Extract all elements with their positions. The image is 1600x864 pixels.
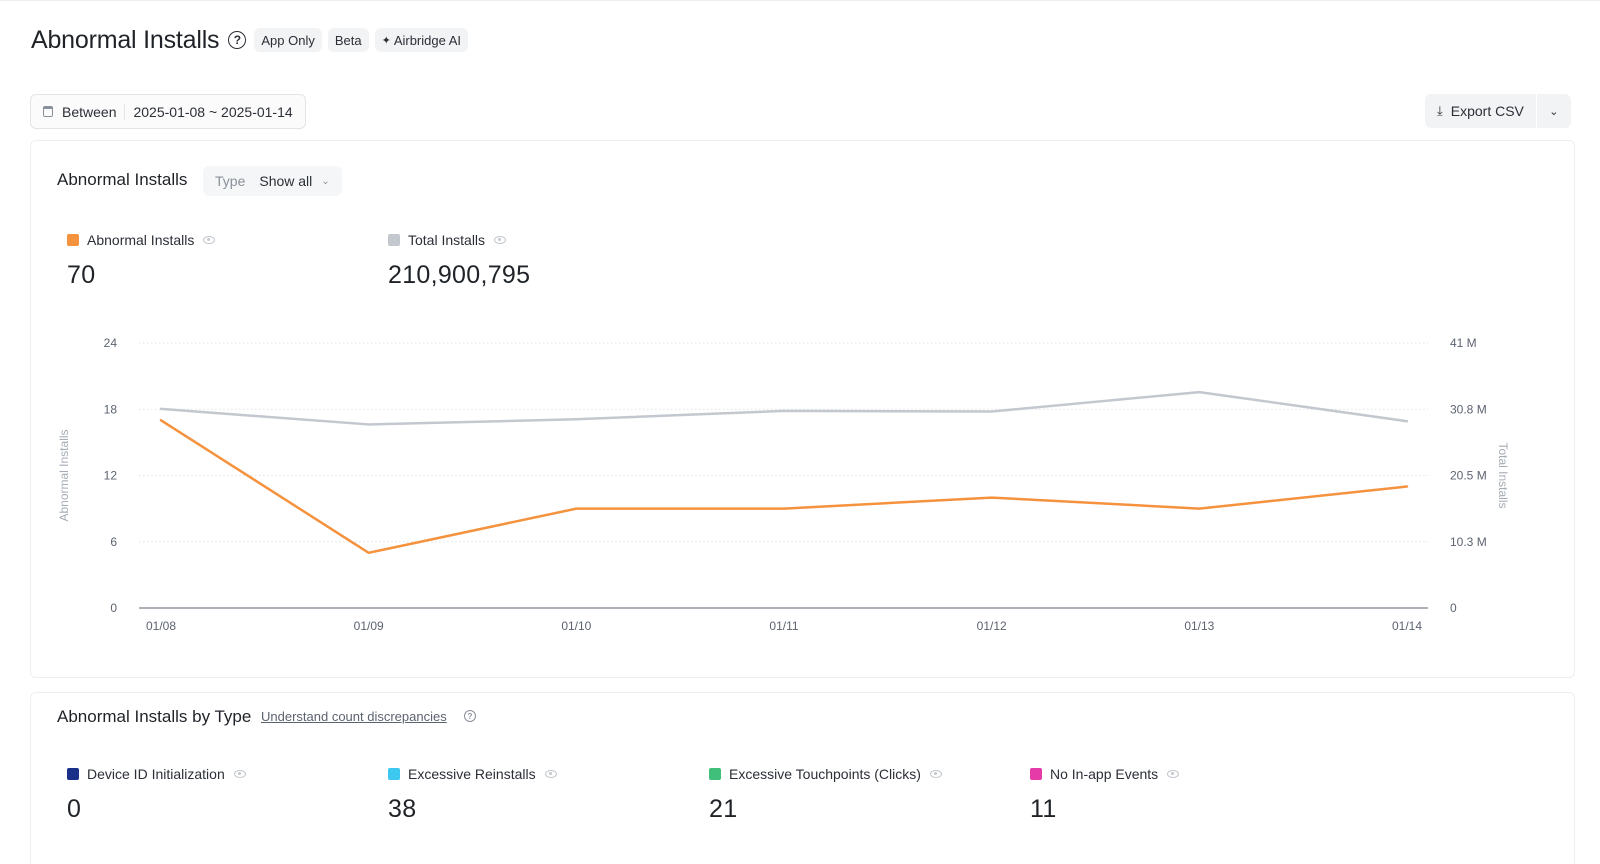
metric-value: 0 bbox=[67, 795, 82, 823]
abnormal-installs-by-type-card: Abnormal Installs by Type Understand cou… bbox=[30, 692, 1575, 864]
metric-label: No In-app Events bbox=[1050, 766, 1159, 782]
y-right-tick-label: 10.3 M bbox=[1450, 535, 1487, 549]
eye-icon[interactable] bbox=[544, 770, 557, 778]
export-options-dropdown[interactable]: ⌄ bbox=[1536, 94, 1571, 128]
page-header: Abnormal Installs ? App Only Beta ✦ Airb… bbox=[31, 24, 469, 56]
metric-excessive-reinstalls: Excessive Reinstalls 38 bbox=[388, 765, 557, 824]
metric-value: 11 bbox=[1030, 795, 1057, 823]
chevron-down-icon: ⌄ bbox=[321, 175, 330, 187]
x-tick-label: 01/13 bbox=[1184, 619, 1214, 633]
type-filter-label: Type bbox=[215, 173, 246, 189]
export-divider bbox=[1535, 94, 1537, 128]
help-icon[interactable]: ? bbox=[228, 31, 247, 49]
date-range-label: Between bbox=[62, 103, 117, 120]
x-tick-label: 01/11 bbox=[769, 619, 798, 633]
sparkle-icon: ✦ bbox=[381, 34, 391, 47]
date-separator bbox=[124, 103, 126, 120]
date-range-value: 2025-01-08 ~ 2025-01-14 bbox=[133, 103, 293, 120]
y-right-tick-label: 30.8 M bbox=[1450, 402, 1487, 416]
help-icon[interactable]: ? bbox=[464, 710, 476, 722]
chart-card-title: Abnormal Installs bbox=[57, 170, 188, 189]
y-left-tick-label: 12 bbox=[104, 469, 118, 483]
metric-total-installs: Total Installs 210,900,795 bbox=[388, 231, 530, 290]
metric-label: Abnormal Installs bbox=[87, 232, 195, 248]
tag-app-only: App Only bbox=[254, 28, 322, 52]
legend-swatch-touchpoints bbox=[709, 768, 721, 780]
count-discrepancies-link[interactable]: Understand count discrepancies bbox=[261, 709, 447, 724]
legend-swatch-no-inapp bbox=[1030, 768, 1042, 780]
y-left-axis-title: Abnormal Installs bbox=[57, 429, 71, 521]
y-right-tick-label: 20.5 M bbox=[1450, 469, 1487, 483]
metric-label: Device ID Initialization bbox=[87, 766, 225, 782]
x-tick-label: 01/10 bbox=[561, 619, 591, 633]
metric-label: Excessive Touchpoints (Clicks) bbox=[729, 766, 921, 782]
installs-line-chart: 0 0 6 10.3 M 12 20.5 M 18 30.8 M 24 41 M Abnormal … bbox=[57, 336, 1510, 633]
y-right-axis-title: Total Installs bbox=[1496, 442, 1510, 508]
eye-icon[interactable] bbox=[494, 236, 507, 244]
x-tick-label: 01/09 bbox=[354, 619, 384, 633]
page-title: Abnormal Installs bbox=[31, 25, 220, 54]
date-range-picker[interactable]: Between 2025-01-08 ~ 2025-01-14 bbox=[30, 94, 306, 129]
eye-icon[interactable] bbox=[233, 770, 246, 778]
x-tick-label: 01/08 bbox=[146, 619, 176, 633]
legend-swatch-device-id bbox=[67, 768, 79, 780]
y-left-tick-label: 18 bbox=[104, 402, 118, 416]
metric-value: 70 bbox=[67, 261, 96, 289]
type-filter-dropdown[interactable]: Type Show all ⌄ bbox=[203, 166, 342, 196]
type-filter-value: Show all bbox=[259, 173, 313, 189]
x-tick-label: 01/12 bbox=[977, 619, 1007, 633]
series-line-total-installs bbox=[159, 390, 1409, 426]
metric-value: 210,900,795 bbox=[388, 261, 531, 289]
y-right-tick-label: 41 M bbox=[1450, 336, 1477, 350]
export-csv-label: Export CSV bbox=[1450, 103, 1524, 119]
tag-beta: Beta bbox=[327, 28, 369, 52]
metric-excessive-touchpoints: Excessive Touchpoints (Clicks) 21 bbox=[709, 765, 942, 824]
tag-airbridge-ai-label: Airbridge AI bbox=[393, 32, 462, 48]
y-left-tick-label: 24 bbox=[104, 336, 118, 350]
export-button-group: ⤓ Export CSV ⌄ bbox=[1425, 94, 1571, 128]
metric-label: Total Installs bbox=[408, 232, 486, 248]
legend-swatch-total bbox=[388, 234, 400, 246]
y-right-tick-label: 0 bbox=[1450, 601, 1457, 615]
metric-no-inapp-events: No In-app Events 11 bbox=[1030, 765, 1180, 824]
metric-value: 21 bbox=[709, 795, 738, 823]
legend-swatch-reinstalls bbox=[388, 768, 400, 780]
chevron-down-icon: ⌄ bbox=[1549, 105, 1559, 118]
metric-value: 38 bbox=[388, 795, 417, 823]
y-left-tick-label: 0 bbox=[110, 601, 117, 615]
series-line-abnormal-installs bbox=[159, 419, 1409, 555]
legend-swatch-abnormal bbox=[67, 234, 79, 246]
type-card-title: Abnormal Installs by Type bbox=[57, 707, 252, 726]
tag-airbridge-ai: ✦ Airbridge AI bbox=[374, 28, 469, 52]
download-icon: ⤓ bbox=[1437, 103, 1443, 118]
top-divider bbox=[0, 0, 1600, 1]
abnormal-installs-card: Abnormal Installs Type Show all ⌄ Abnorm… bbox=[30, 140, 1575, 678]
eye-icon[interactable] bbox=[1167, 770, 1180, 778]
y-left-tick-label: 6 bbox=[110, 535, 117, 549]
metric-device-id-initialization: Device ID Initialization 0 bbox=[67, 765, 246, 824]
eye-icon[interactable] bbox=[929, 770, 942, 778]
eye-icon[interactable] bbox=[203, 236, 216, 244]
metric-label: Excessive Reinstalls bbox=[408, 766, 536, 782]
calendar-icon bbox=[43, 106, 53, 117]
x-tick-label: 01/14 bbox=[1392, 619, 1422, 633]
metric-abnormal-installs: Abnormal Installs 70 bbox=[67, 231, 216, 290]
export-csv-button[interactable]: ⤓ Export CSV bbox=[1425, 94, 1536, 128]
